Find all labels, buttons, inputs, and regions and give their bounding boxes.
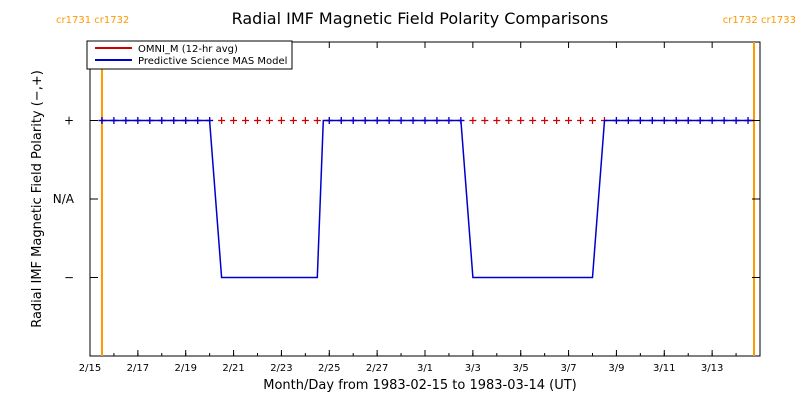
y-axis-ticks: + N/A − xyxy=(53,114,760,285)
x-tick-label: 3/9 xyxy=(608,363,624,374)
omni-point xyxy=(469,117,477,124)
y-axis-label: Radial IMF Magnetic Field Polarity (−,+) xyxy=(30,70,45,328)
x-tick-label: 3/13 xyxy=(701,363,723,374)
omni-point xyxy=(265,117,273,124)
mas-point xyxy=(337,117,345,124)
mas-point xyxy=(421,117,429,124)
chart-title: Radial IMF Magnetic Field Polarity Compa… xyxy=(232,9,609,28)
mas-point xyxy=(349,117,357,124)
mas-point xyxy=(206,117,214,124)
omni-point xyxy=(218,117,226,124)
x-tick-label: 2/23 xyxy=(270,363,292,374)
carrington-label-right: cr1732 cr1733 xyxy=(723,15,796,26)
x-axis-ticks: 2/15 2/17 2/19 2/21 2/23 2/25 2/27 3/1 3/3 3/5 3/7… xyxy=(79,42,761,374)
mas-point xyxy=(744,117,752,124)
omni-point xyxy=(230,117,238,124)
mas-point xyxy=(732,117,740,124)
omni-point xyxy=(277,117,285,124)
mas-point xyxy=(684,117,692,124)
y-tick-label: N/A xyxy=(53,192,75,206)
omni-point xyxy=(553,117,561,124)
mas-point xyxy=(158,117,166,124)
legend-label-mas: Predictive Science MAS Model xyxy=(138,56,287,67)
x-tick-label: 3/7 xyxy=(561,363,577,374)
mas-point xyxy=(134,117,142,124)
omni-point xyxy=(289,117,297,124)
x-tick-label: 2/19 xyxy=(174,363,196,374)
mas-point xyxy=(122,117,130,124)
mas-point xyxy=(672,117,680,124)
mas-point xyxy=(110,117,118,124)
mas-point xyxy=(373,117,381,124)
x-tick-label: 2/21 xyxy=(222,363,244,374)
omni-point xyxy=(301,117,309,124)
mas-point xyxy=(708,117,716,124)
x-tick-label: 3/11 xyxy=(653,363,675,374)
mas-point xyxy=(624,117,632,124)
omni-point xyxy=(481,117,489,124)
x-tick-label: 2/17 xyxy=(127,363,149,374)
x-tick-label: 2/27 xyxy=(366,363,388,374)
mas-point xyxy=(660,117,668,124)
x-axis-label: Month/Day from 1983-02-15 to 1983-03-14 … xyxy=(263,378,576,393)
mas-point xyxy=(720,117,728,124)
mas-point xyxy=(433,117,441,124)
series-mas xyxy=(98,117,754,279)
legend: OMNI_M (12-hr avg) Predictive Science MA… xyxy=(86,40,293,70)
y-tick-label: − xyxy=(64,271,74,285)
legend-box xyxy=(86,40,293,70)
x-tick-label: 3/5 xyxy=(513,363,529,374)
omni-point xyxy=(505,117,513,124)
x-tick-label: 2/25 xyxy=(318,363,340,374)
omni-point xyxy=(529,117,537,124)
mas-point xyxy=(397,117,405,124)
omni-point xyxy=(517,117,525,124)
carrington-boundaries xyxy=(100,42,756,356)
omni-point xyxy=(589,117,596,124)
mas-point xyxy=(457,117,465,124)
mas-line xyxy=(102,119,754,279)
mas-point xyxy=(325,117,333,124)
mas-point xyxy=(409,117,417,124)
omni-point xyxy=(242,117,250,124)
omni-point xyxy=(565,117,573,124)
omni-point xyxy=(577,117,585,124)
x-tick-label: 2/15 xyxy=(79,363,101,374)
mas-point xyxy=(612,117,620,124)
carrington-label-left: cr1731 cr1732 xyxy=(56,15,129,26)
omni-point xyxy=(541,117,549,124)
mas-point xyxy=(182,117,190,124)
y-tick-label: + xyxy=(64,114,74,128)
legend-label-omni: OMNI_M (12-hr avg) xyxy=(138,44,238,55)
x-tick-label: 3/3 xyxy=(465,363,481,374)
mas-point xyxy=(146,117,154,124)
mas-point xyxy=(648,117,656,124)
mas-point xyxy=(170,117,178,124)
mas-point xyxy=(445,117,453,124)
mas-point xyxy=(98,117,106,124)
series-layer xyxy=(98,117,754,279)
x-tick-label: 3/1 xyxy=(417,363,433,374)
omni-point xyxy=(254,117,261,124)
mas-point xyxy=(636,117,644,124)
mas-point xyxy=(194,117,202,124)
omni-point xyxy=(493,117,501,124)
omni-point xyxy=(313,117,321,124)
mas-point xyxy=(361,117,369,124)
mas-point xyxy=(696,117,704,124)
mas-point xyxy=(385,117,393,124)
plot-frame xyxy=(89,41,761,357)
